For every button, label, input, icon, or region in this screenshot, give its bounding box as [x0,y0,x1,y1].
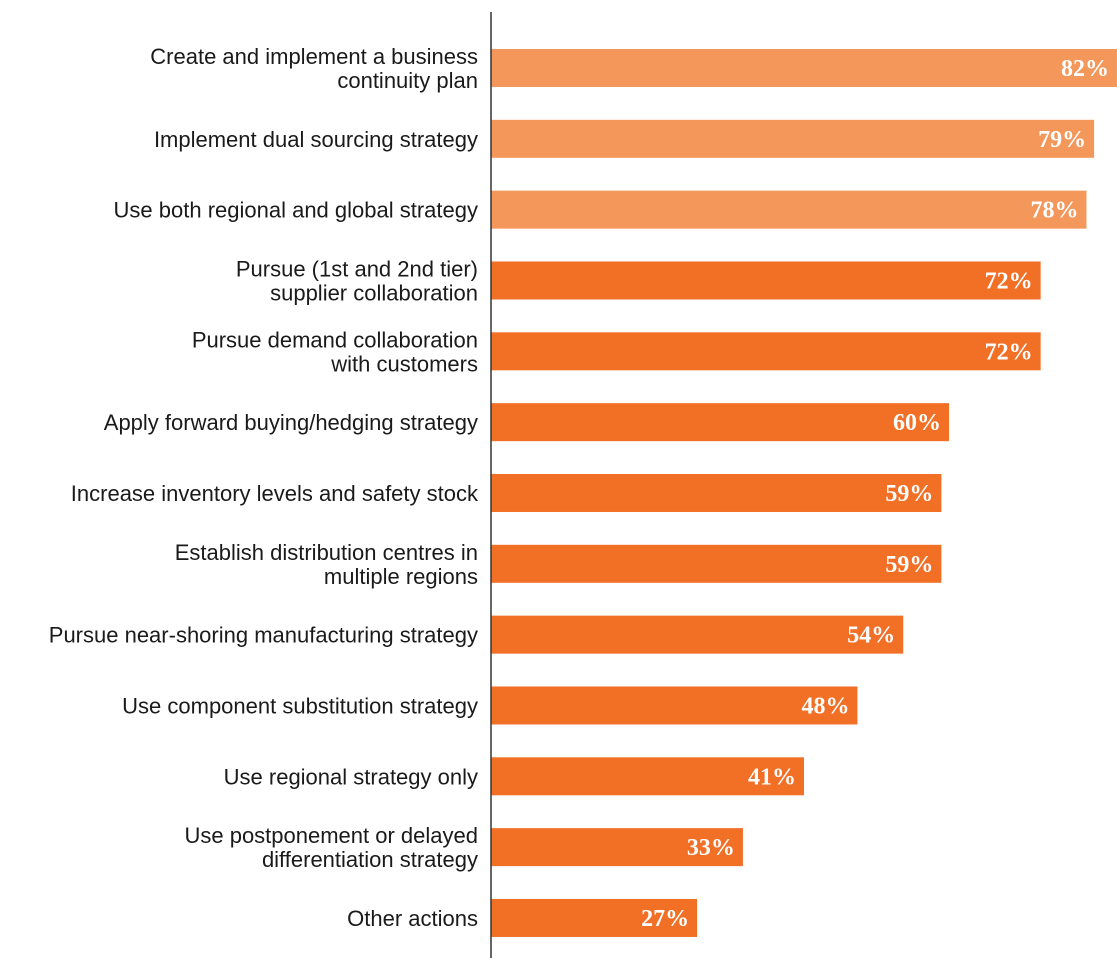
category-label-line: Apply forward buying/hedging strategy [104,410,478,435]
bar [491,828,743,867]
bars-layer: 82% 79% 78% 72% 72% 60% 59% 59% 54% 48% 41% 33% 27% [491,49,1117,937]
category-label-line: Pursue near-shoring manufacturing strate… [49,623,478,648]
category-label-line: Increase inventory levels and safety sto… [71,481,479,506]
category-label-line: Pursue demand collaboration [192,327,478,352]
category-label: Other actions [347,906,478,931]
bar [491,544,942,583]
bar [491,332,1041,371]
bar [491,473,942,512]
category-label-line: supplier collaboration [270,280,478,305]
category-label-line: Pursue (1st and 2nd tier) [236,256,478,281]
category-label: Establish distribution centres in multipl… [175,540,478,589]
bar [491,403,950,442]
category-label: Use regional strategy only [224,764,478,789]
bar [491,757,804,796]
bar-value-label: 79% [1038,127,1086,153]
bar-value-label: 48% [801,693,849,719]
bar [491,898,698,937]
category-label: Create and implement a business continuit… [150,44,478,93]
category-labels-layer: Create and implement a business continuit… [49,44,479,931]
category-label-line: differentiation strategy [262,847,478,872]
category-label: Increase inventory levels and safety sto… [71,481,479,506]
bar-value-label: 72% [985,268,1033,294]
bar [491,190,1087,229]
bar-value-label: 41% [748,764,796,790]
bar-value-label: 60% [893,410,941,436]
category-label: Apply forward buying/hedging strategy [104,410,478,435]
bar-value-label: 59% [885,481,933,507]
category-label: Use component substitution strategy [122,693,478,718]
category-label-line: Use regional strategy only [224,764,478,789]
category-label-line: multiple regions [324,564,478,589]
category-label: Implement dual sourcing strategy [154,127,478,152]
category-label-line: Use component substitution strategy [122,693,478,718]
bar-value-label: 27% [641,906,689,932]
bar-value-label: 82% [1061,56,1109,82]
category-label-line: Establish distribution centres in [175,540,478,565]
category-label-line: with customers [330,351,478,376]
bar-value-label: 54% [847,623,895,649]
bar [491,119,1095,158]
bar [491,615,904,654]
category-label: Use postponement or delayed differentiati… [184,823,478,872]
category-label: Pursue near-shoring manufacturing strate… [49,623,478,648]
category-label-line: continuity plan [337,68,478,93]
bar [491,686,858,725]
category-label-line: Other actions [347,906,478,931]
category-label: Use both regional and global strategy [114,198,478,223]
category-label-line: Use postponement or delayed [184,823,478,848]
bar-value-label: 33% [687,835,735,861]
category-label: Pursue (1st and 2nd tier) supplier collab… [236,256,478,305]
bar-value-label: 59% [885,552,933,578]
category-label-line: Create and implement a business [150,44,478,69]
category-label: Pursue demand collaboration with customer… [192,327,478,376]
bar-value-label: 78% [1030,198,1078,224]
category-label-line: Use both regional and global strategy [114,198,478,223]
bar-value-label: 72% [985,339,1033,365]
bar [491,49,1117,87]
bar [491,261,1041,300]
category-label-line: Implement dual sourcing strategy [154,127,478,152]
